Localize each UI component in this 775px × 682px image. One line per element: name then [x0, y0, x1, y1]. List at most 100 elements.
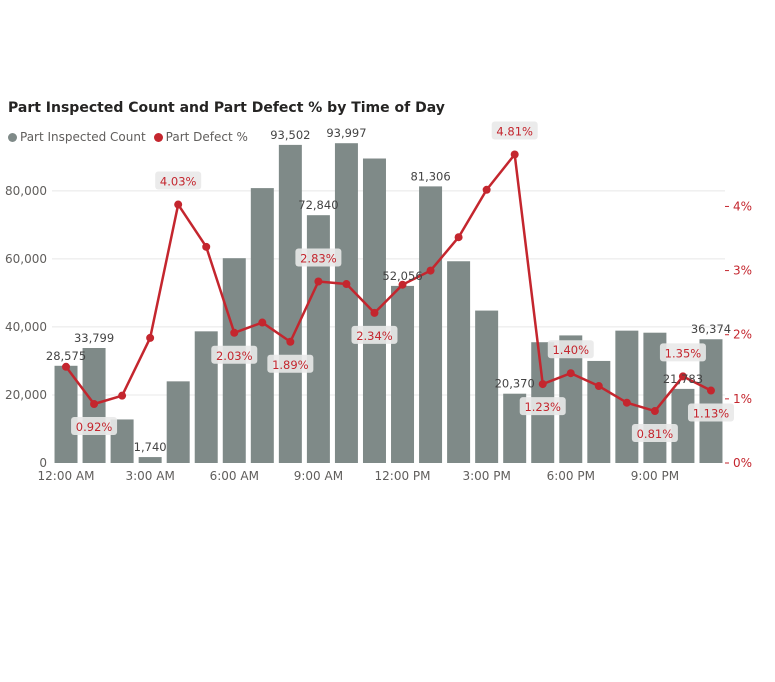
line-data-label: 1.40%: [552, 343, 589, 357]
line-point: [538, 380, 547, 389]
legend-label: Part Inspected Count: [20, 130, 146, 144]
left-axis: 0 20,000 40,000 60,000 80,000: [5, 184, 47, 470]
line-label-box: [547, 340, 594, 359]
x-tick-label: 12:00 AM: [38, 469, 95, 483]
bar-data-label: 20,370: [495, 377, 535, 391]
circle-icon: [8, 132, 17, 142]
line-label-box: [211, 345, 258, 364]
line-point: [622, 398, 631, 407]
y-right-tick-label: 3%: [733, 264, 752, 278]
bar-data-label: 28,575: [46, 349, 86, 363]
bar-data-label: 81,306: [410, 169, 450, 183]
x-tick-label: 6:00 AM: [210, 469, 259, 483]
bar-data-label: 33,799: [74, 331, 114, 345]
bar: [559, 335, 583, 463]
line-point: [62, 362, 71, 371]
bar-data-label: 93,997: [326, 126, 366, 140]
x-tick-label: 6:00 PM: [547, 469, 595, 483]
line-point: [174, 200, 183, 209]
line-data-label: 1.23%: [524, 400, 561, 414]
line-point: [706, 386, 715, 395]
y-left-tick-label: 60,000: [5, 252, 47, 266]
legend: Part Inspected Count Part Defect %: [8, 130, 256, 144]
line-point: [90, 399, 99, 408]
legend-item-part-inspected-count[interactable]: Part Inspected Count: [8, 130, 146, 144]
y-right-tick-label: 0%: [733, 456, 752, 470]
line-label-box: [659, 343, 706, 362]
x-tick-label: 3:00 PM: [462, 469, 510, 483]
bar: [306, 215, 330, 463]
line-point: [678, 372, 687, 381]
line-data-label: 2.83%: [300, 251, 337, 265]
line-point: [426, 266, 435, 275]
right-axis: 0% 1% 2% 3% 4%: [725, 199, 752, 470]
line-point: [650, 407, 659, 416]
line-point: [202, 242, 211, 251]
line-point: [454, 233, 463, 242]
bar-data-label: 1,740: [134, 440, 167, 454]
line-point: [118, 391, 127, 400]
line-data-label: 1.89%: [272, 358, 309, 372]
bar-data-labels: 28,575 33,799 1,740 93,502 72,840 93,997 52,05…: [46, 126, 731, 454]
legend-item-part-defect-pct[interactable]: Part Defect %: [153, 130, 248, 144]
line-point: [286, 337, 295, 346]
line-data-label: 2.03%: [216, 349, 253, 363]
circle-icon: [153, 132, 163, 142]
bar: [419, 186, 443, 463]
line-point: [258, 318, 267, 327]
bar: [138, 457, 162, 463]
line-label-box: [631, 424, 678, 443]
x-tick-label: 3:00 AM: [125, 469, 174, 483]
line-data-label: 4.81%: [496, 124, 533, 138]
y-right-tick-label: 2%: [733, 328, 752, 342]
line-data-label: 1.13%: [693, 407, 730, 421]
legend-label: Part Defect %: [165, 130, 248, 144]
line-label-box: [155, 171, 202, 190]
line-label-box: [351, 325, 398, 344]
x-axis: 12:00 AM 3:00 AM 6:00 AM 9:00 AM 12:00 PM 3:0…: [38, 469, 680, 483]
bar: [54, 365, 78, 463]
bar-data-label: 93,502: [270, 128, 310, 142]
line-label-box: [519, 397, 566, 416]
line-point: [370, 308, 379, 317]
y-left-tick-label: 20,000: [5, 388, 47, 402]
bar: [699, 339, 723, 463]
bar: [391, 285, 415, 463]
y-right-tick-label: 1%: [733, 392, 752, 406]
line-label-box: [687, 403, 734, 422]
defect-line: [62, 150, 715, 416]
line-point: [398, 280, 407, 289]
line-point: [482, 185, 491, 194]
bar-data-label: 72,840: [298, 198, 338, 212]
bar-data-label: 36,374: [691, 322, 731, 336]
line-data-label: 2.34%: [356, 329, 393, 343]
line-label-box: [491, 121, 538, 140]
line-data-label: 1.35%: [665, 346, 702, 360]
y-left-tick-label: 40,000: [5, 320, 47, 334]
bar: [194, 331, 218, 463]
line-label-box: [295, 248, 342, 267]
bar: [166, 381, 190, 463]
x-tick-label: 12:00 PM: [375, 469, 431, 483]
y-left-tick-label: 80,000: [5, 184, 47, 198]
line-data-label: 0.92%: [76, 420, 113, 434]
bar: [278, 144, 302, 463]
bar: [447, 261, 471, 463]
line-point: [594, 382, 603, 391]
y-right-tick-label: 4%: [733, 199, 752, 213]
line-data-label: 0.81%: [637, 427, 674, 441]
line-label-box: [71, 416, 118, 435]
bar: [587, 360, 611, 463]
line-point: [510, 150, 519, 159]
line-point: [566, 369, 575, 378]
line-point: [146, 333, 155, 342]
line-data-labels: 0.92% 4.03% 2.03% 1.89% 2.83% 2.34% 4.81% 1.23%…: [71, 121, 734, 443]
x-tick-label: 9:00 AM: [294, 469, 343, 483]
line-label-box: [267, 354, 314, 373]
defect-line-path: [65, 153, 712, 413]
line-point: [230, 328, 239, 337]
chart-title: Part Inspected Count and Part Defect % b…: [8, 100, 445, 116]
bar: [334, 143, 358, 463]
line-data-label: 4.03%: [160, 175, 197, 189]
